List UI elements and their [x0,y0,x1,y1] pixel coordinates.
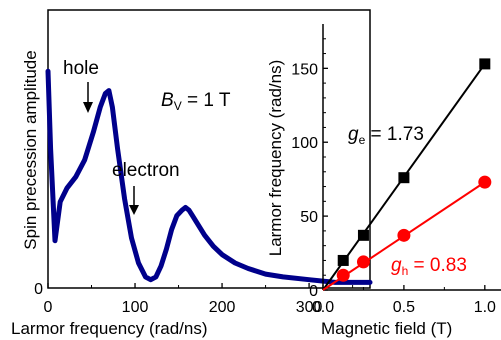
right-x-axis-label: Magnetic field (T) [321,319,452,338]
hole-point [356,255,370,269]
electron-point [337,254,349,266]
ge-subscript: e [359,133,366,147]
left-x-tick-label: 100 [122,299,149,316]
field-symbol: B [161,90,174,111]
right-x-tick-label: 1.0 [474,299,496,316]
left-x-axis-label: Larmor frequency (rad/ns) [11,319,208,338]
ge-symbol: g [348,124,359,145]
gh-value: = 0.83 [408,255,467,276]
right-ticks: 0 50 100 150 0.0 0.5 1.0 [291,38,496,316]
right-x-tick-label: 0.5 [393,299,415,316]
right-y-tick-label: 50 [300,209,318,226]
field-subscript: V [174,99,182,113]
left-x-tick-label: 0 [44,299,53,316]
right-chart: Larmor frequency (rad/ns) 0 50 100 150 0.0 0.… [266,24,501,338]
electron-point [398,172,410,184]
left-y-tick-label: 0 [34,281,43,298]
left-x-tick-label: 300 [296,299,323,316]
spectrum-curve [45,68,373,285]
left-x-ticks: 0 100 200 300 [44,283,354,316]
hole-point [478,175,492,189]
right-x-tick-label: 0.0 [312,299,334,316]
hole-arrow [83,82,93,113]
right-y-tick-label: 150 [291,61,318,78]
electron-arrow [129,186,139,215]
ge-value: = 1.73 [365,124,424,145]
right-series [322,58,492,291]
gh-subscript: h [402,264,409,278]
ge-annotation: ge = 1.73 [348,124,424,147]
left-plot-frame [47,9,371,289]
hole-label: hole [63,58,99,79]
hole-point [397,228,411,242]
hole-point [336,268,350,282]
left-x-tick-label: 200 [209,299,236,316]
left-y-axis-label: Spin precession amplitude [21,50,40,249]
electron-label: electron [112,160,180,181]
gh-symbol: g [391,255,402,276]
gh-annotation: gh = 0.83 [391,255,467,278]
electron-point [357,229,369,241]
left-chart: Spin precession amplitude 0 100 200 300 0 L… [11,9,373,338]
right-y-tick-label: 100 [291,135,318,152]
field-annotation: BV = 1 T [161,90,231,113]
electron-point [479,58,491,70]
right-y-axis-label: Larmor frequency (rad/ns) [266,60,285,257]
right-y-tick-label: 0 [309,283,318,300]
field-value: = 1 T [182,90,231,111]
